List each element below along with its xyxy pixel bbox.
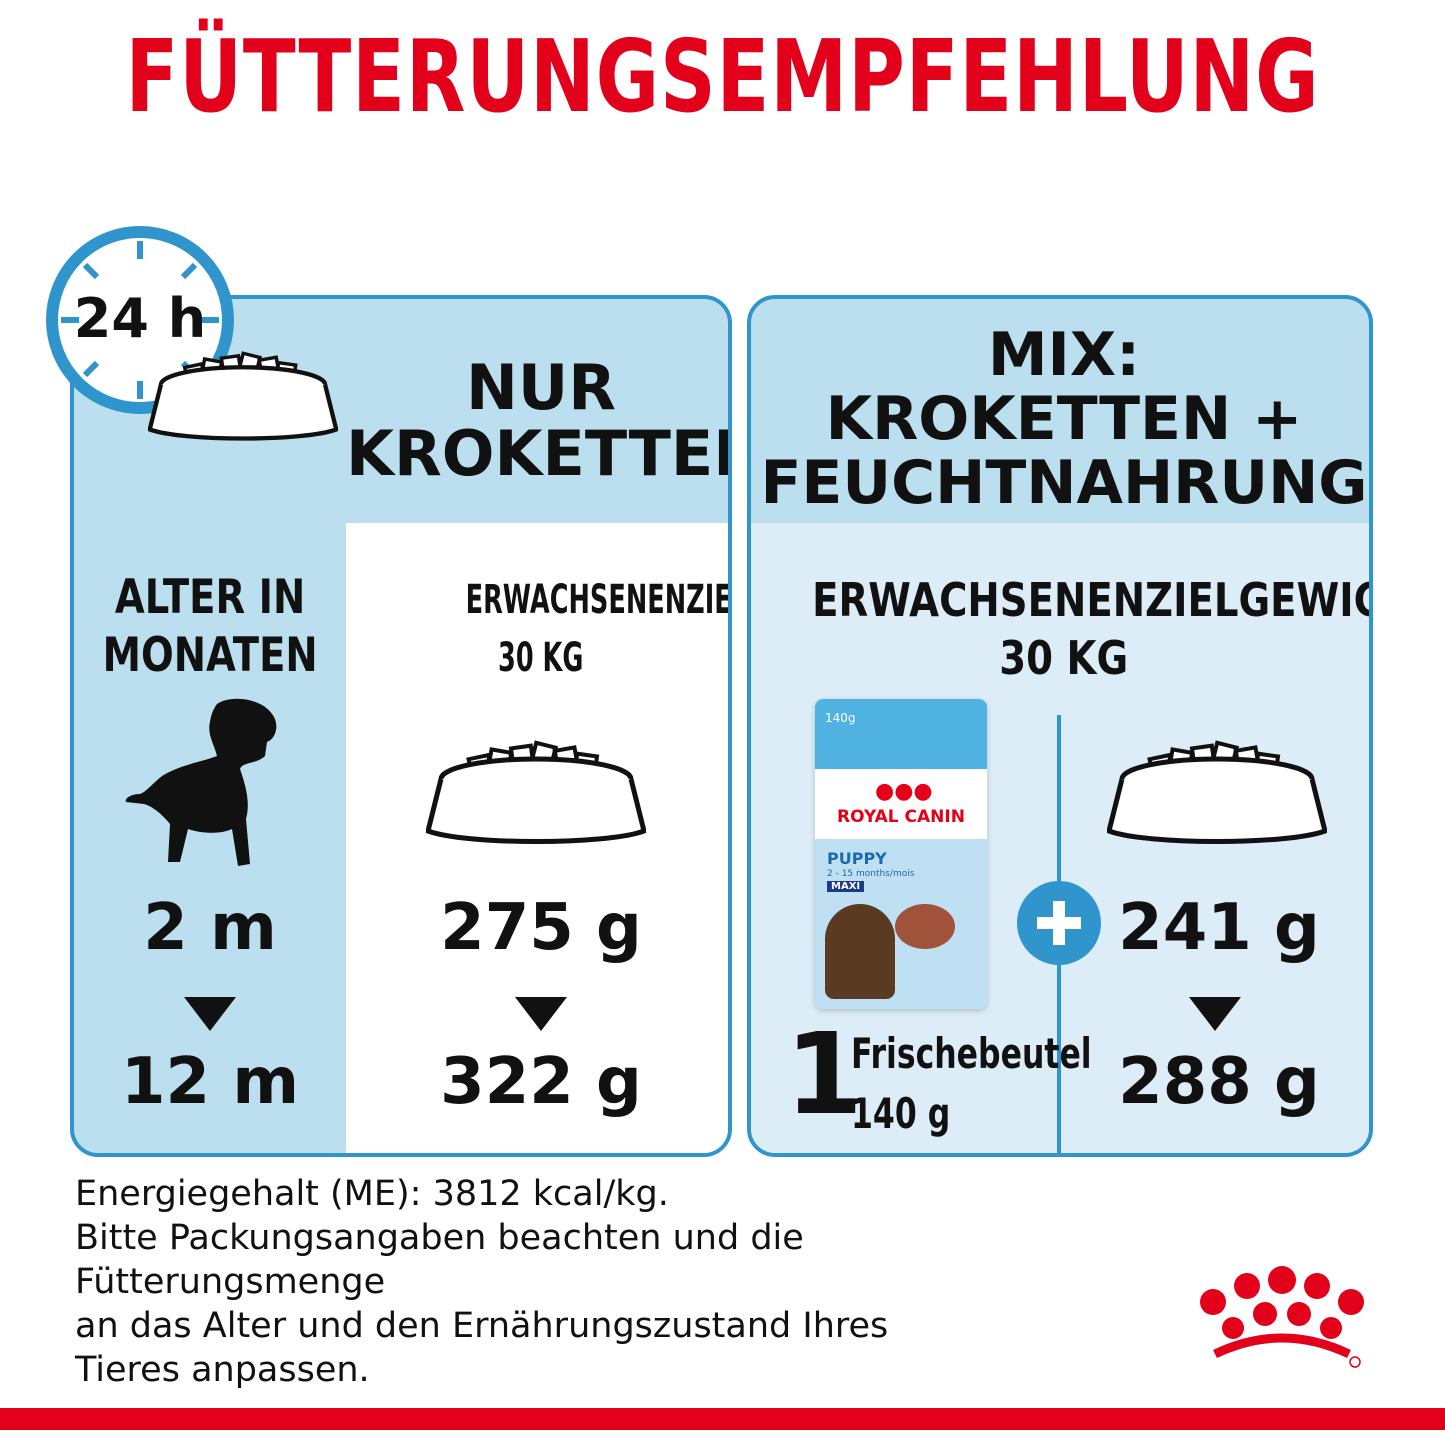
bowl-icon xyxy=(1106,739,1328,853)
pouch-weight-label: 140g xyxy=(825,711,856,725)
puppy-silhouette-icon xyxy=(122,694,282,878)
panel-heading: NUR KROKETTEN xyxy=(346,351,732,490)
info-line: Tieres anpassen. xyxy=(75,1350,370,1390)
clock-icon: 24 h xyxy=(45,225,235,415)
arrow-down-icon xyxy=(515,997,567,1031)
clock-label: 24 h xyxy=(73,287,207,350)
pouch-puppy-photo xyxy=(825,904,895,999)
royal-canin-crown-icon: ●●● xyxy=(875,779,933,804)
age-to: 12 m xyxy=(120,1045,300,1119)
amount-to: 288 g xyxy=(1118,1045,1320,1119)
pouch-weight: 140 g xyxy=(851,1089,951,1138)
info-line: Fütterungsmenge xyxy=(75,1262,386,1302)
bowl-icon xyxy=(147,350,339,449)
bottom-bar xyxy=(0,1408,1445,1430)
amount-to: 322 g xyxy=(440,1045,642,1119)
arrow-down-icon xyxy=(184,997,236,1031)
pouch-label: Frischebeutel xyxy=(851,1029,1092,1078)
panel-heading: MIX: KROKETTEN + FEUCHTNAHRUNG xyxy=(760,320,1368,518)
info-line: an das Alter und den Ernährungszustand I… xyxy=(75,1306,889,1346)
page-title: FÜTTERUNGSEMPFEHLUNG xyxy=(125,18,1320,135)
age-from: 2 m xyxy=(143,891,277,965)
amount-from: 241 g xyxy=(1118,891,1320,965)
panel-mix: MIX: KROKETTEN + FEUCHTNAHRUNG ERWACHSEN… xyxy=(747,295,1373,1157)
age-header: ALTER IN MONATEN xyxy=(102,570,318,683)
info-text: Energiegehalt (ME): 3812 kcal/kg. Bitte … xyxy=(75,1172,888,1392)
pouch-top xyxy=(815,699,987,769)
royal-canin-crown-icon xyxy=(1185,1262,1380,1376)
pouch-range: 2 - 15 months/mois xyxy=(827,869,915,879)
amount-from: 275 g xyxy=(440,891,642,965)
weight-header: ERWACHSENENZIELGEWICHT: 30 KG xyxy=(465,577,732,681)
pouch-count: 1 xyxy=(785,1010,863,1140)
info-line: Energiegehalt (ME): 3812 kcal/kg. xyxy=(75,1174,669,1214)
pouch-size: MAXI xyxy=(827,881,865,892)
pouch-brand: ROYAL CANIN xyxy=(837,807,965,827)
pouch-product: PUPPY xyxy=(827,849,887,868)
bowl-icon xyxy=(425,739,647,853)
pouch-food-photo xyxy=(895,904,955,949)
info-line: Bitte Packungsangaben beachten und die xyxy=(75,1218,804,1258)
pouch-image: 140g ●●● ROYAL CANIN PUPPY 2 - 15 months… xyxy=(815,699,987,1009)
weight-header: ERWACHSENENZIELGEWICHT: 30 KG xyxy=(812,573,1369,685)
arrow-down-icon xyxy=(1189,997,1241,1031)
plus-icon xyxy=(1017,881,1101,965)
panel-kroketten: NUR KROKETTEN ALTER IN MONATEN ERWACHSEN… xyxy=(70,295,732,1157)
